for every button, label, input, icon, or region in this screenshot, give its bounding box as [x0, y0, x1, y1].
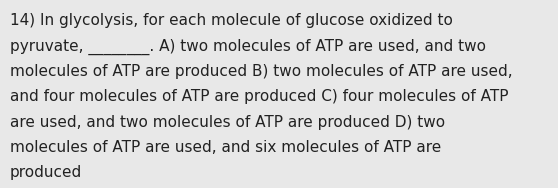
Text: produced: produced: [10, 165, 82, 180]
Text: molecules of ATP are produced B) two molecules of ATP are used,: molecules of ATP are produced B) two mol…: [10, 64, 513, 79]
Text: and four molecules of ATP are produced C) four molecules of ATP: and four molecules of ATP are produced C…: [10, 89, 508, 104]
Text: pyruvate, ________. A) two molecules of ATP are used, and two: pyruvate, ________. A) two molecules of …: [10, 39, 486, 55]
Text: molecules of ATP are used, and six molecules of ATP are: molecules of ATP are used, and six molec…: [10, 140, 441, 155]
Text: are used, and two molecules of ATP are produced D) two: are used, and two molecules of ATP are p…: [10, 115, 445, 130]
Text: 14) In glycolysis, for each molecule of glucose oxidized to: 14) In glycolysis, for each molecule of …: [10, 13, 453, 28]
